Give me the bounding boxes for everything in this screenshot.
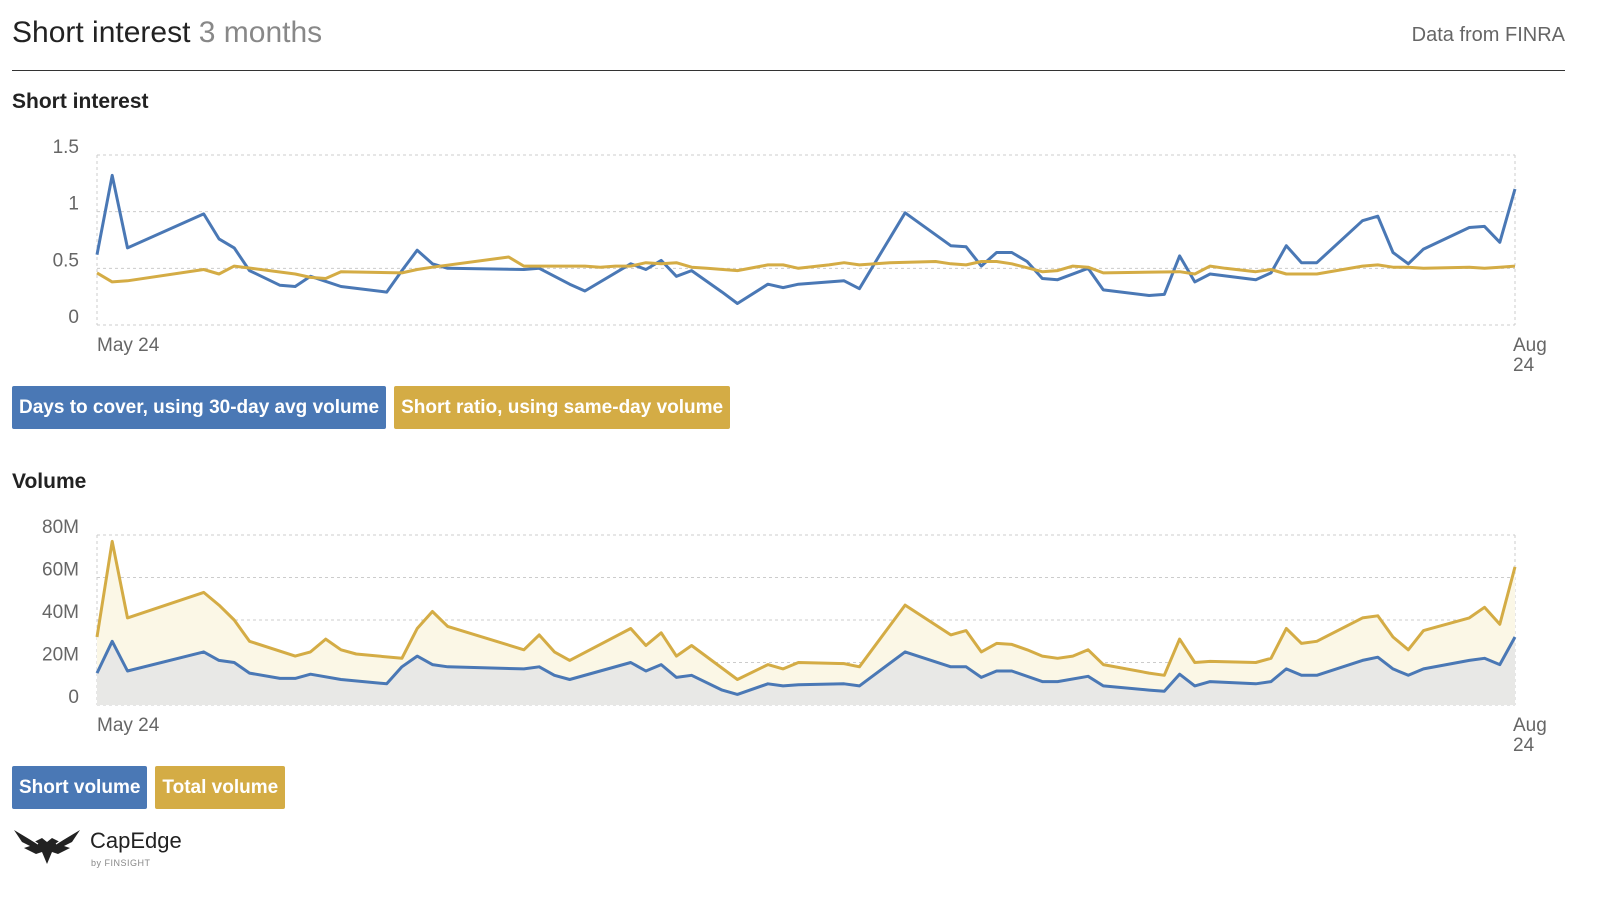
volume-chart: 80M 60M 40M 20M 0 May 24 Aug 24 (42, 517, 1547, 756)
legend-short-ratio-button[interactable]: Short ratio, using same-day volume (394, 386, 731, 429)
y-tick-label: 1.5 (53, 137, 79, 158)
y-tick-label: 0 (68, 687, 79, 708)
y-tick-label: 40M (42, 602, 79, 623)
y-tick-label: 20M (42, 645, 79, 666)
x-tick-label: May 24 (97, 335, 160, 356)
series-line-1 (95, 539, 1517, 681)
series-line-1 (96, 255, 1516, 284)
x-tick-label: Aug 24 (1513, 715, 1547, 756)
legend-short-volume-button[interactable]: Short volume (12, 766, 148, 809)
volume-heading: Volume (12, 470, 87, 493)
legend-total-volume-button[interactable]: Total volume (155, 766, 286, 809)
logo-brand: CapEdge (90, 828, 182, 853)
legend-days-to-cover-button[interactable]: Days to cover, using 30-day avg volume (12, 386, 387, 429)
data-source-label: Data from FINRA (1411, 24, 1565, 46)
series-line-0 (95, 173, 1517, 305)
y-tick-label: 1 (68, 194, 79, 215)
x-tick-label: Aug 24 (1513, 335, 1547, 376)
page-title-period: 3 months (198, 16, 323, 49)
x-tick-label: May 24 (97, 715, 160, 736)
page-title: Short interest 3 months (12, 16, 322, 50)
header: Short interest 3 months Data from FINRA (12, 14, 1565, 71)
y-tick-label: 0 (68, 307, 79, 328)
eagle-icon (14, 830, 80, 864)
logo-byline: by FINSIGHT (91, 858, 151, 868)
short-interest-heading: Short interest (12, 90, 149, 113)
y-tick-label: 80M (42, 517, 79, 538)
short-interest-legend: Days to cover, using 30-day avg volume S… (12, 386, 731, 429)
y-tick-label: 60M (42, 560, 79, 581)
y-tick-label: 0.5 (53, 250, 79, 271)
series-area-total-volume (97, 541, 1515, 705)
page-title-main: Short interest (12, 16, 191, 49)
capedge-logo[interactable]: CapEdge by FINSIGHT (12, 824, 212, 874)
series-line-0 (95, 636, 1517, 696)
short-interest-chart: 1.5 1 0.5 0 May 24 Aug 24 (53, 137, 1547, 376)
series-area-short-volume (97, 637, 1515, 705)
volume-legend: Short volume Total volume (12, 766, 286, 809)
